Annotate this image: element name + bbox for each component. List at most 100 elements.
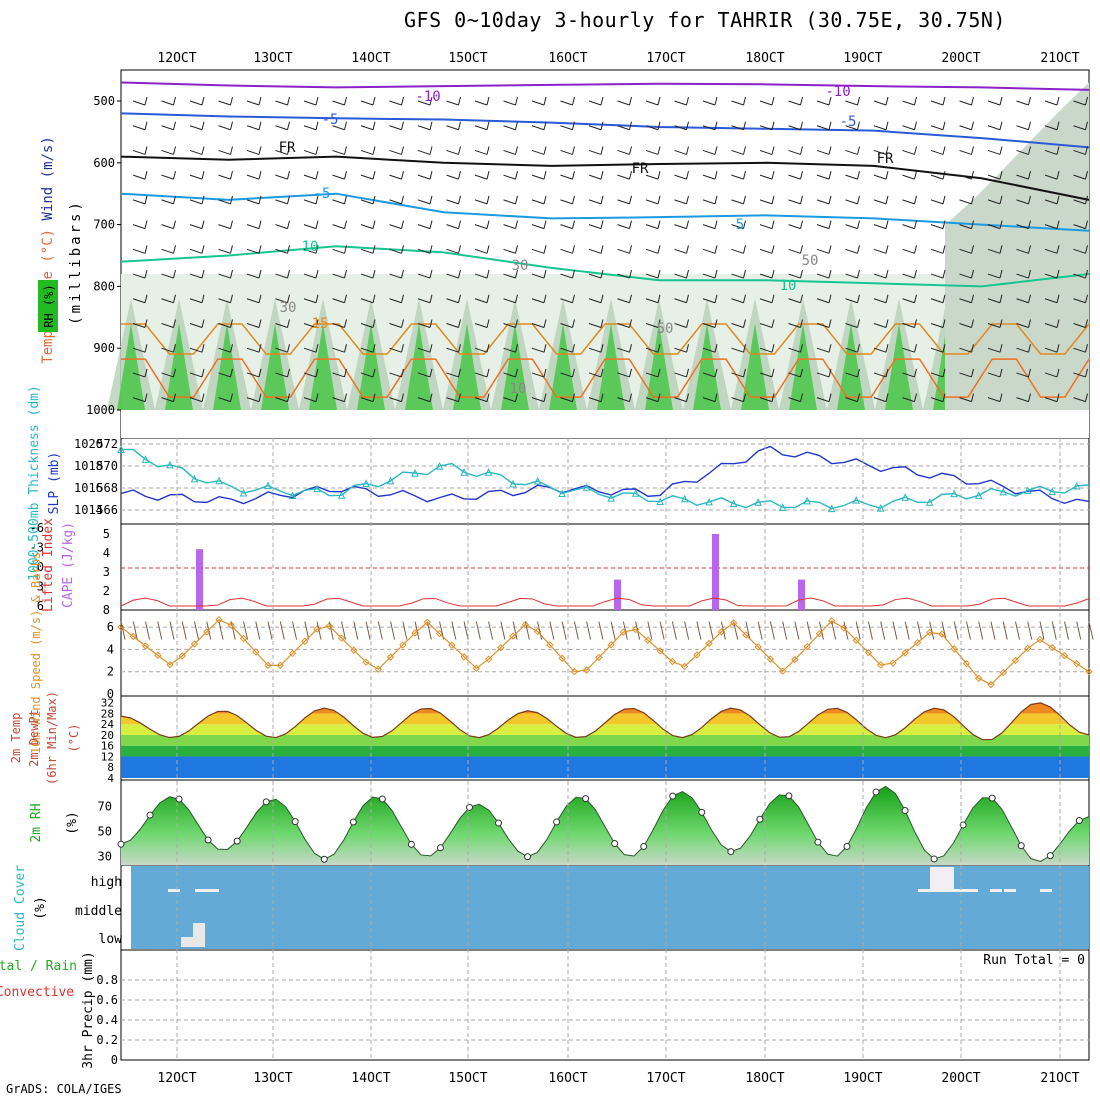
wind-barb: [132, 195, 148, 205]
wind-barb: [731, 368, 746, 378]
wind-barb: [503, 344, 518, 353]
wind-barb: [246, 195, 262, 205]
wind-barb: [610, 621, 616, 640]
rh-marker: [436, 844, 444, 852]
wind-marker: [1011, 656, 1020, 665]
li-tick: 3: [37, 580, 44, 594]
date-label-top: 18OCT: [745, 51, 784, 66]
wind-barb: [788, 294, 803, 304]
contour-label: -5: [840, 114, 857, 130]
wind-barb: [531, 220, 547, 230]
wind-barb: [1016, 269, 1031, 279]
rh-marker: [291, 818, 299, 826]
wind-barb: [161, 171, 176, 180]
wind-barb: [1014, 621, 1020, 640]
wind-barb: [218, 269, 233, 279]
wind-barb: [674, 220, 689, 230]
wind-barb: [132, 96, 148, 106]
wind-barb: [390, 621, 396, 640]
rh-marker: [204, 836, 212, 844]
wind-barb: [1051, 621, 1057, 640]
wind-marker: [325, 622, 334, 630]
wind-barb: [218, 96, 233, 106]
wind-barb: [731, 220, 746, 230]
ylabel-precip-b: Convective: [0, 985, 74, 1000]
wind-barb: [446, 220, 461, 230]
precip-tick: 0.6: [96, 993, 118, 1007]
wind-barb: [816, 368, 832, 378]
wind-barb: [987, 344, 1003, 353]
wind-barb: [573, 621, 579, 640]
wind-barb: [659, 621, 665, 640]
wind-barb: [304, 621, 310, 640]
li-tick: 6: [37, 599, 44, 613]
wind-barb: [332, 121, 347, 131]
wind-barb: [617, 96, 632, 106]
wind-barb: [647, 621, 653, 640]
wind-barb: [161, 368, 176, 378]
date-label-bottom: 15OCT: [448, 1071, 487, 1086]
wind-barb: [560, 368, 575, 378]
ylabel-rh2m-unit: (%): [65, 811, 80, 834]
contour-label: 10: [780, 278, 797, 294]
wind-marker: [864, 648, 873, 657]
wind-barb: [873, 368, 889, 378]
wind-barb: [189, 245, 205, 254]
wind-barb: [267, 621, 273, 640]
wind-marker: [215, 616, 223, 624]
wind-barb: [855, 621, 861, 640]
wind-barb: [902, 121, 917, 131]
wind-barb: [360, 245, 376, 254]
wind-barb: [303, 368, 319, 378]
rh-marker: [901, 807, 909, 815]
wind-barb: [845, 319, 860, 328]
wind-barb: [702, 220, 718, 230]
wind-barb: [531, 171, 547, 180]
wind-barb: [218, 195, 233, 205]
wind-barb: [275, 121, 290, 131]
wind-barb: [731, 195, 746, 205]
wind-barb: [189, 171, 205, 180]
wind-barb: [161, 245, 176, 254]
wind-barb: [246, 220, 262, 230]
wind-barb: [731, 319, 746, 328]
wind-barb: [332, 294, 347, 304]
wind-barb: [873, 393, 889, 403]
wind-barb: [902, 245, 917, 254]
wind-barb: [230, 621, 236, 640]
wind-barb: [873, 195, 889, 205]
cloud-high-trace: [195, 889, 219, 892]
wind-barb: [674, 393, 689, 403]
wind-barb: [189, 146, 205, 155]
wind-barb: [389, 146, 404, 155]
date-label-top: 15OCT: [448, 51, 487, 66]
rh-shade-cell: [405, 323, 433, 410]
wind-barb: [873, 269, 889, 279]
wind-barb: [1044, 146, 1060, 155]
wind-barb: [708, 621, 714, 640]
wind-barb: [503, 368, 518, 378]
wind-barb: [1073, 245, 1088, 254]
wind-barb: [132, 294, 148, 304]
wind-barb: [959, 195, 974, 205]
wind-barb: [1044, 393, 1060, 403]
wind-barb: [816, 195, 832, 205]
rh-shade-cell: [549, 323, 577, 410]
wind-barb: [696, 621, 702, 640]
wind-barb: [617, 146, 632, 155]
ylabel-li: Lifted Index: [41, 518, 56, 612]
wind-barb: [674, 146, 689, 155]
panel-frame-precip: [120, 949, 1090, 1061]
wind-barb: [731, 121, 746, 131]
temp-tick: 32: [101, 697, 114, 710]
wind-barb: [132, 621, 138, 640]
wind-barb: [806, 621, 812, 640]
wind-barb: [759, 344, 775, 353]
wind-barb: [1016, 245, 1031, 254]
wind-barb: [332, 245, 347, 254]
contour-10: [120, 245, 1090, 288]
wind-barb: [959, 368, 974, 378]
contour-label: 30: [512, 258, 529, 274]
wind-barb: [845, 96, 860, 106]
wind-barb: [332, 220, 347, 230]
